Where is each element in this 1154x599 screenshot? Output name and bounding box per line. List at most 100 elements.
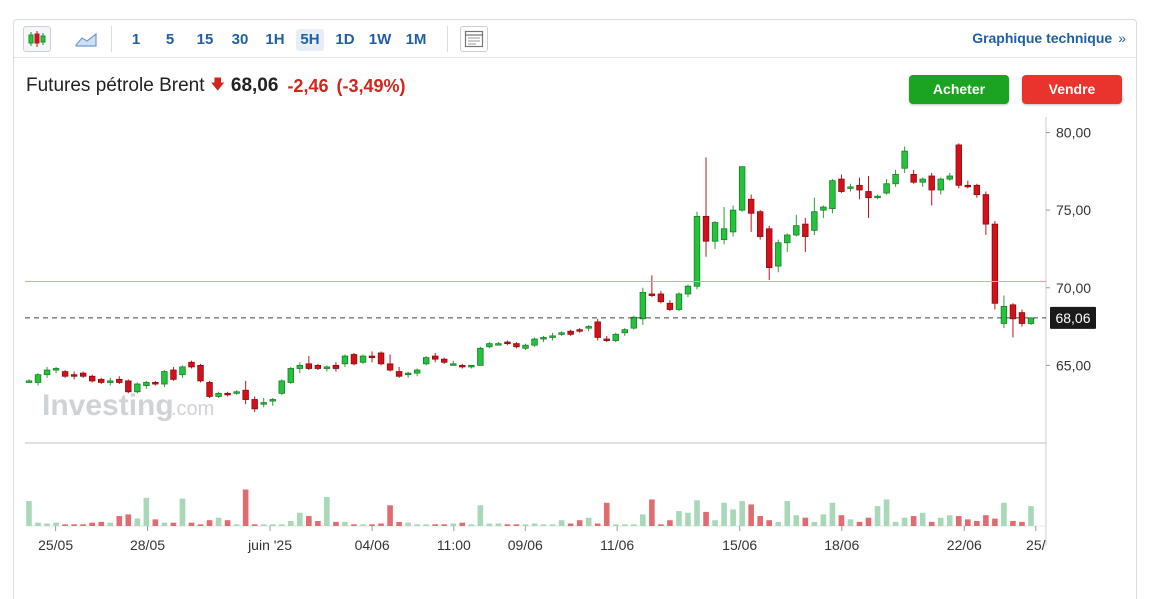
- volume-bar: [504, 524, 511, 526]
- volume-bar: [540, 524, 547, 526]
- timeframe-1d[interactable]: 1D: [335, 31, 355, 48]
- volume-bar: [278, 524, 285, 526]
- indicator-panel-icon[interactable]: [460, 26, 488, 52]
- candle-body: [70, 374, 78, 377]
- volume-bar: [351, 524, 357, 526]
- x-tick-label: 22/06: [947, 537, 982, 553]
- candle-body: [684, 285, 692, 295]
- candle-body: [576, 329, 583, 332]
- candle-body: [973, 184, 981, 196]
- x-tick-label: 11/06: [600, 537, 634, 553]
- candle-body: [964, 184, 972, 188]
- volume-bar: [631, 524, 637, 526]
- volume-bar: [793, 515, 800, 526]
- price-chart[interactable]: Investing .com 68,06 80,00 75,00 70,00 65,0…: [0, 0, 1154, 582]
- x-tick-label: 28/05: [130, 537, 165, 553]
- volume-bar: [802, 517, 809, 526]
- volume-bar: [739, 501, 745, 526]
- candle-body: [1027, 317, 1035, 324]
- candle-body: [729, 209, 737, 233]
- candle-body: [495, 343, 502, 346]
- volume-bar: [992, 518, 998, 526]
- last-price-tag-label: 68,06: [1055, 310, 1090, 326]
- candle-body: [504, 341, 511, 345]
- volume-bar: [766, 520, 773, 526]
- quote-header: Futures pétrole Brent 🡇 68,06 -2,46 (-3,…: [26, 74, 406, 98]
- volume-bar: [522, 524, 529, 526]
- candle-body: [883, 183, 890, 194]
- volume-bar: [621, 524, 628, 526]
- volume-bar: [649, 499, 655, 526]
- volume-bar: [612, 524, 619, 526]
- area-chart-icon[interactable]: [72, 26, 100, 52]
- volume-bar: [116, 516, 123, 526]
- candle-body: [305, 363, 313, 369]
- candle-body: [468, 364, 475, 368]
- candle-body: [1009, 304, 1017, 320]
- candle-body: [793, 225, 800, 236]
- timeframe-5h[interactable]: 5H: [296, 29, 324, 51]
- candle-body: [630, 316, 638, 329]
- volume-bar: [965, 519, 971, 526]
- volume-bar: [405, 522, 411, 526]
- candle-body: [702, 215, 710, 242]
- candle-body: [567, 330, 574, 335]
- buy-button[interactable]: Acheter: [909, 75, 1009, 104]
- candle-body: [612, 333, 619, 341]
- candle-body: [377, 352, 385, 365]
- candle-body: [441, 358, 448, 363]
- volume-bar: [892, 521, 899, 526]
- candle-body: [847, 186, 854, 189]
- volume-bar: [694, 500, 700, 526]
- volume-bar: [784, 501, 791, 526]
- candle-body: [946, 175, 953, 180]
- candle-body: [955, 144, 962, 186]
- volume-bar: [1001, 502, 1007, 526]
- instrument-name: Futures pétrole Brent: [26, 75, 205, 96]
- volume-bar: [558, 520, 565, 526]
- timeframe-1[interactable]: 1: [131, 31, 141, 48]
- timeframe-1w[interactable]: 1W: [368, 31, 392, 48]
- candle-body: [323, 366, 331, 369]
- candle-body: [359, 355, 367, 363]
- timeframe-30[interactable]: 30: [231, 31, 249, 48]
- volume-bar: [676, 511, 682, 526]
- volume-bar: [224, 520, 231, 526]
- candle-body: [531, 338, 538, 346]
- investing-watermark: Investing .com: [42, 389, 214, 422]
- volume-bar: [838, 515, 845, 526]
- timeframe-1m[interactable]: 1M: [405, 31, 427, 48]
- volume-bar: [342, 521, 348, 526]
- volume-bar: [179, 498, 186, 526]
- volume-bar: [594, 523, 601, 526]
- timeframe-15[interactable]: 15: [196, 31, 214, 48]
- volume-bar: [251, 524, 258, 526]
- technical-chart-link[interactable]: Graphique technique »: [972, 30, 1126, 46]
- candle-body: [603, 338, 610, 341]
- sell-button[interactable]: Vendre: [1022, 75, 1122, 104]
- volume-bar: [89, 522, 95, 526]
- candle-body: [811, 211, 818, 231]
- toolbar-divider: [111, 26, 112, 52]
- candle-body: [829, 180, 836, 209]
- candle-body: [450, 363, 457, 366]
- x-tick-label: juin '25: [247, 537, 292, 553]
- volume-bar: [603, 502, 610, 526]
- candle-body: [269, 399, 276, 402]
- volume-bar: [315, 521, 321, 526]
- volume-bar: [495, 523, 502, 526]
- volume-bar: [35, 522, 41, 526]
- last-price: 68,06: [230, 75, 279, 96]
- volume-bar: [549, 524, 556, 526]
- timeframe-5[interactable]: 5: [165, 31, 175, 48]
- volume-bar: [910, 516, 917, 526]
- candlestick-icon[interactable]: [23, 26, 51, 52]
- volume-bar: [369, 524, 375, 526]
- candle-body: [88, 375, 96, 382]
- candle-body: [161, 371, 168, 385]
- volume-bar: [847, 519, 854, 526]
- volume-bar: [62, 524, 68, 526]
- x-tick-label: 11:00: [437, 537, 471, 553]
- timeframe-1h[interactable]: 1H: [265, 31, 285, 48]
- volume-bar: [983, 515, 989, 526]
